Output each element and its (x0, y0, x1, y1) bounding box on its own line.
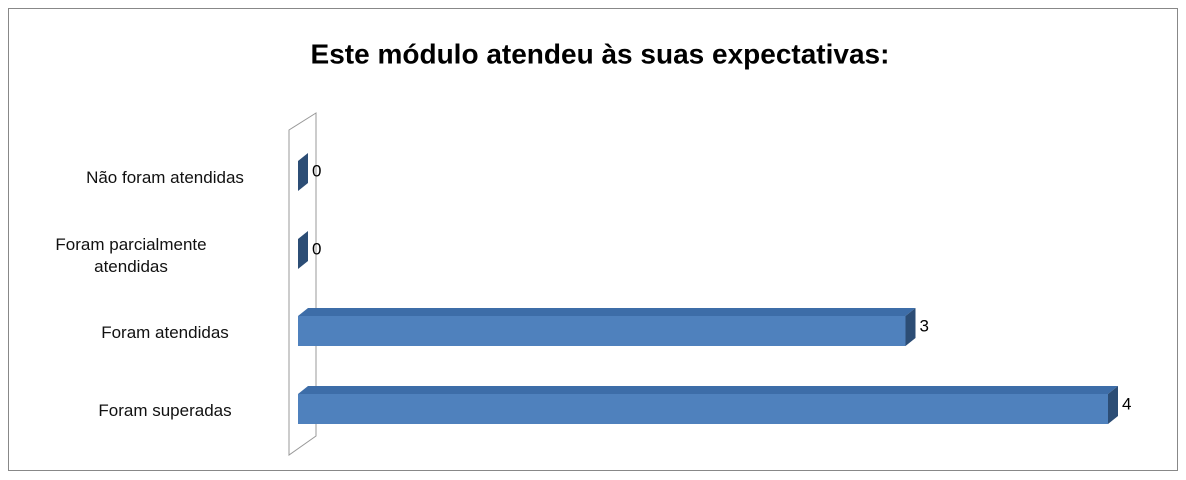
category-label: Não foram atendidas (86, 168, 244, 187)
back-wall (288, 112, 317, 456)
bar (298, 308, 916, 346)
value-label: 0 (312, 161, 321, 180)
bar-top (298, 308, 916, 316)
value-label: 4 (1122, 394, 1131, 413)
bar-side (905, 308, 916, 346)
bar-side (1108, 386, 1118, 424)
category-label: Foram parcialmente atendidas (55, 235, 207, 276)
chart-title: Este módulo atendeu às suas expectativas… (311, 38, 890, 69)
category-label: Foram atendidas (101, 323, 229, 342)
value-label: 0 (312, 239, 321, 258)
bar (298, 386, 1118, 424)
bar-front (298, 316, 906, 346)
bar-top (298, 386, 1118, 394)
bar-side (298, 153, 308, 191)
bar-front (298, 394, 1108, 424)
bar-side (298, 231, 308, 269)
bar (298, 231, 308, 269)
bar (298, 153, 308, 191)
value-label: 3 (920, 316, 929, 335)
category-label: Foram superadas (98, 401, 232, 420)
